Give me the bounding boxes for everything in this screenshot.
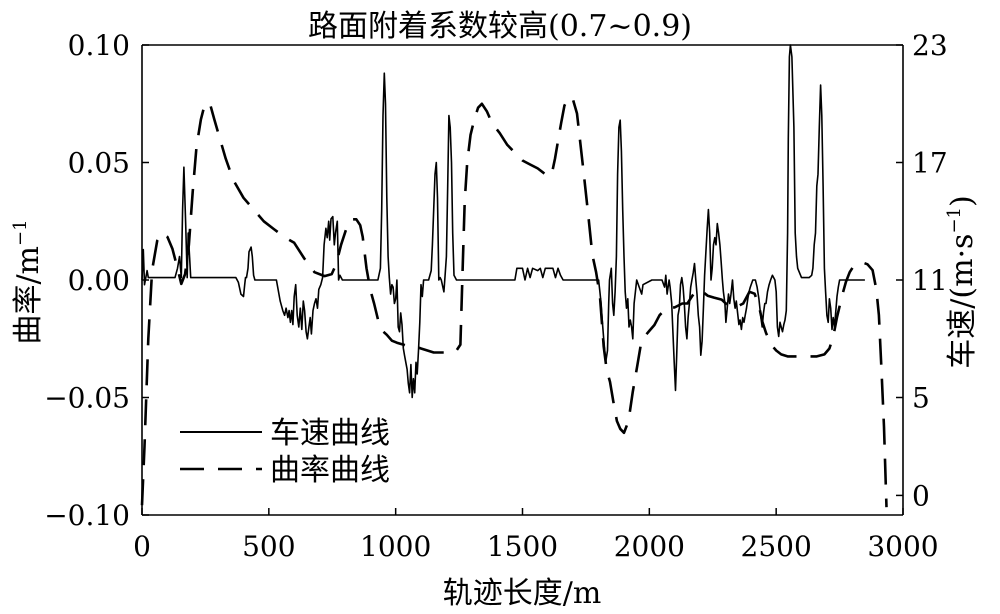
y-right-tick-label: 0 [912,479,930,512]
y-left-tick-label: 0.10 [68,29,130,62]
legend-solid-label: 车速曲线 [270,416,390,451]
series-layer [140,44,888,508]
y-right-tick-label: 23 [912,29,948,62]
x-tick-label: 3000 [867,530,938,563]
y-right-tick-label: 17 [912,147,948,180]
svg-text:车速/(m·s−1): 车速/(m·s−1) [944,195,980,368]
svg-text:曲率/m−1: 曲率/m−1 [10,219,46,344]
y-right-axis-label-sup: −1 [944,207,965,234]
chart-title: 路面附着系数较高(0.7~0.9) [308,9,692,44]
y-right-tick-label: 11 [912,264,948,297]
y-left-tick-label: 0.05 [68,147,130,180]
y-right-axis-ticks: 23 17 11 5 0 [896,29,948,512]
curvature-series-line [140,96,888,508]
y-left-axis-label: 曲率/m−1 [10,219,46,344]
y-right-axis-label: 车速/(m·s−1) [944,195,980,368]
legend: 车速曲线 曲率曲线 [180,416,390,488]
y-left-tick-label: −0.05 [44,382,130,415]
y-left-axis-label-sup: −1 [10,219,31,246]
y-right-axis-label-text: 车速/(m·s [945,234,980,369]
x-axis-ticks: 0 500 1000 1500 2000 2500 3000 [133,508,939,563]
x-tick-label: 0 [133,530,151,563]
speed-series-line [141,44,865,399]
y-right-axis-label-close: ) [945,195,980,207]
x-tick-label: 500 [242,530,295,563]
x-axis-label: 轨迹长度/m [443,576,602,611]
x-tick-label: 2500 [741,530,812,563]
y-left-tick-label: 0.00 [68,264,130,297]
y-left-axis-ticks: 0.10 0.05 0.00 −0.05 −0.10 [44,29,149,532]
x-tick-label: 1500 [487,530,558,563]
y-right-tick-label: 5 [912,382,930,415]
legend-dashed-label: 曲率曲线 [270,453,390,488]
x-tick-label: 1000 [360,530,431,563]
y-left-axis-label-text: 曲率/m [11,246,46,345]
y-left-tick-label: −0.10 [44,499,130,532]
x-tick-label: 2000 [614,530,685,563]
